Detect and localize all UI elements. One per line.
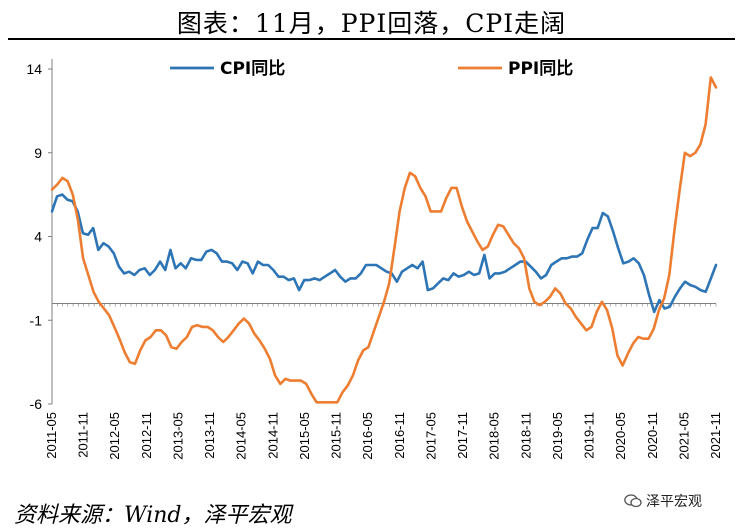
- x-tick-label: 2012-11: [139, 412, 154, 459]
- source-note: 资料来源：Wind，泽平宏观: [14, 503, 292, 528]
- watermark: 泽平宏观: [624, 491, 702, 511]
- y-tick-label: 4: [34, 229, 42, 245]
- x-tick-label: 2011-11: [76, 412, 91, 458]
- x-tick-label: 2017-05: [423, 412, 438, 460]
- x-tick-label: 2013-11: [202, 412, 217, 459]
- x-tick-label: 2014-05: [234, 412, 249, 460]
- chart-title: 图表：11月，PPI回落，CPI走阔: [176, 9, 567, 38]
- x-tick-label: 2018-11: [518, 412, 533, 459]
- x-tick-label: 2017-11: [455, 412, 470, 459]
- series-line-cpi: [50, 193, 718, 314]
- x-tick-label: 2020-05: [613, 412, 628, 460]
- series-layer: [50, 76, 718, 404]
- y-tick-label: 14: [26, 61, 42, 77]
- y-tick-label: -1: [30, 312, 43, 328]
- x-tick-label: 2015-11: [329, 412, 344, 459]
- x-tick-label: 2021-11: [708, 412, 723, 459]
- x-tick-label: 2011-05: [44, 412, 59, 459]
- chart-legend: CPI同比 PPI同比: [170, 58, 573, 79]
- x-tick-label: 2013-05: [170, 412, 185, 460]
- series-line-ppi: [50, 76, 718, 404]
- x-tick-label: 2012-05: [107, 412, 122, 460]
- x-tick-label: 2016-05: [360, 412, 375, 460]
- y-tick-label: -6: [30, 396, 43, 412]
- x-tick-label: 2014-11: [265, 412, 280, 459]
- x-tick-label: 2019-11: [582, 412, 597, 459]
- watermark-text: 泽平宏观: [646, 494, 702, 510]
- title-divider: [8, 38, 735, 40]
- legend-label-cpi: CPI同比: [220, 58, 285, 79]
- y-tick-label: 9: [34, 145, 42, 161]
- legend-label-ppi: PPI同比: [508, 58, 573, 79]
- x-tick-label: 2016-11: [392, 412, 407, 459]
- wechat-icon: [624, 494, 642, 508]
- x-tick-label: 2015-05: [297, 412, 312, 460]
- x-tick-label: 2020-11: [645, 412, 660, 459]
- x-tick-label: 2018-05: [487, 412, 502, 460]
- x-tick-label: 2021-05: [676, 412, 691, 460]
- x-tick-label: 2019-05: [550, 412, 565, 460]
